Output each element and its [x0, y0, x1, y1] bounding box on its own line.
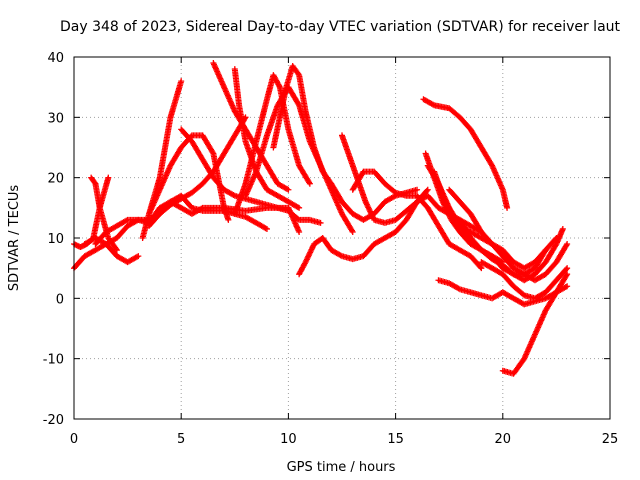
data-point: [123, 217, 130, 224]
data-point: [209, 149, 216, 156]
data-point: [198, 205, 205, 212]
data-point: [564, 271, 571, 278]
data-point: [295, 100, 302, 107]
data-point: [284, 185, 291, 192]
series-track-23: [456, 216, 566, 284]
data-point: [306, 179, 313, 186]
data-point: [504, 204, 511, 211]
x-tick-label: 5: [177, 432, 185, 447]
y-tick-label: 20: [47, 172, 64, 187]
series-track-25: [478, 259, 571, 302]
data-point: [133, 253, 140, 260]
data-point: [563, 266, 570, 273]
plot-area: [71, 60, 571, 377]
series-track-18: [420, 96, 511, 211]
series-track-26: [499, 271, 571, 377]
data-point: [230, 192, 237, 199]
data-point: [294, 204, 301, 211]
data-point: [564, 265, 571, 272]
y-tick-label: 10: [47, 232, 64, 247]
data-point: [317, 219, 324, 226]
data-point: [91, 179, 98, 186]
x-tick-label: 25: [602, 432, 619, 447]
series-track-13: [242, 84, 356, 235]
data-point: [337, 252, 344, 259]
data-point: [296, 228, 303, 235]
data-point: [306, 180, 313, 187]
data-point: [296, 204, 303, 211]
data-point: [113, 247, 120, 254]
data-point: [414, 186, 421, 193]
y-tick-label: 30: [47, 111, 64, 126]
data-point: [135, 253, 142, 260]
data-point: [285, 186, 292, 193]
y-tick-label: 40: [47, 51, 64, 66]
data-point: [563, 272, 570, 279]
data-point: [455, 285, 462, 292]
data-point: [423, 187, 430, 194]
data-point: [478, 265, 485, 272]
series-track-17: [349, 168, 485, 272]
grid-lines: [74, 57, 610, 419]
data-point: [348, 227, 355, 234]
y-tick-label: -10: [43, 353, 64, 368]
data-point: [424, 186, 431, 193]
series-track-20: [424, 162, 549, 278]
y-axis-label: SDTVAR / TECUs: [7, 185, 22, 292]
data-point: [563, 242, 570, 249]
y-tick-label: -20: [43, 413, 64, 428]
data-point: [113, 245, 120, 252]
data-point: [105, 174, 112, 181]
x-tick-label: 0: [70, 432, 78, 447]
series-track-3: [88, 174, 120, 254]
data-point: [178, 78, 185, 85]
series-track-24: [435, 277, 571, 308]
data-point: [559, 225, 566, 232]
series-track-9: [178, 126, 324, 226]
x-tick-label: 15: [387, 432, 404, 447]
x-tick-label: 20: [495, 432, 512, 447]
data-point: [262, 225, 269, 232]
data-point: [429, 101, 436, 108]
data-point: [349, 228, 356, 235]
x-axis-label: GPS time / hours: [287, 460, 396, 475]
data-point: [562, 284, 569, 291]
data-point: [477, 264, 484, 271]
x-tick-label: 10: [280, 432, 297, 447]
data-point: [295, 70, 302, 77]
data-point: [225, 216, 232, 223]
data-point: [564, 283, 571, 290]
data-point: [294, 215, 301, 222]
series-track-12: [231, 72, 313, 217]
y-tick-label: 0: [56, 292, 64, 307]
axis-ticks: 0 5 10 15 20 25 -20 -10 0 10 20 30 40: [43, 51, 619, 447]
series-track-22: [446, 186, 560, 272]
data-point: [263, 225, 270, 232]
series-track-8: [139, 132, 232, 241]
data-point: [276, 82, 283, 89]
chart-title: Day 348 of 2023, Sidereal Day-to-day VTE…: [60, 19, 621, 35]
series-track-15: [296, 186, 431, 278]
data-point: [564, 241, 571, 248]
